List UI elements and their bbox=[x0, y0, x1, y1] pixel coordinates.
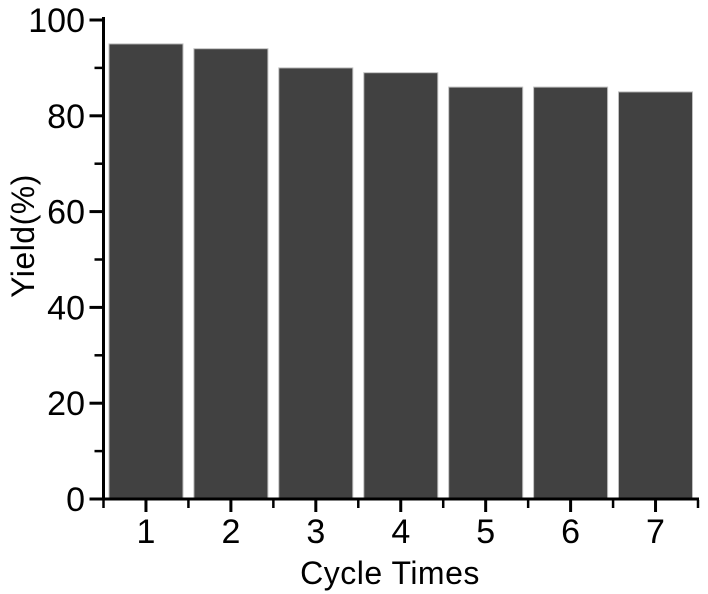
bar-cycle-3 bbox=[278, 67, 354, 500]
x-axis-title: Cycle Times bbox=[300, 555, 480, 591]
bar-cycle-1 bbox=[108, 43, 184, 500]
y-tick-label: 20 bbox=[47, 385, 85, 423]
bar-cycle-6 bbox=[533, 86, 609, 500]
bar-cycle-4 bbox=[363, 72, 439, 500]
bar-cycle-7 bbox=[618, 91, 693, 500]
x-tick-label: 2 bbox=[221, 513, 240, 551]
y-tick-label: 80 bbox=[47, 98, 85, 136]
y-tick-label: 60 bbox=[47, 194, 85, 232]
x-tick-label: 5 bbox=[476, 513, 495, 551]
x-tick-label: 1 bbox=[137, 513, 156, 551]
ticks-group bbox=[89, 18, 700, 512]
y-tick-label: 100 bbox=[28, 2, 85, 40]
bar-cycle-2 bbox=[193, 48, 269, 500]
x-tick-label: 3 bbox=[306, 513, 325, 551]
y-tick-label: 40 bbox=[47, 289, 85, 327]
y-axis-title: Yield(%) bbox=[5, 174, 41, 298]
bar-cycle-5 bbox=[448, 86, 524, 500]
bars-group bbox=[108, 43, 693, 500]
tick-labels-group: 0 20 40 60 80 100 1 2 3 4 5 6 7 bbox=[28, 2, 665, 551]
x-tick-label: 4 bbox=[391, 513, 410, 551]
axes-group bbox=[102, 17, 699, 501]
x-tick-label: 7 bbox=[646, 513, 665, 551]
x-tick-label: 6 bbox=[561, 513, 580, 551]
y-tick-label: 0 bbox=[66, 481, 85, 519]
